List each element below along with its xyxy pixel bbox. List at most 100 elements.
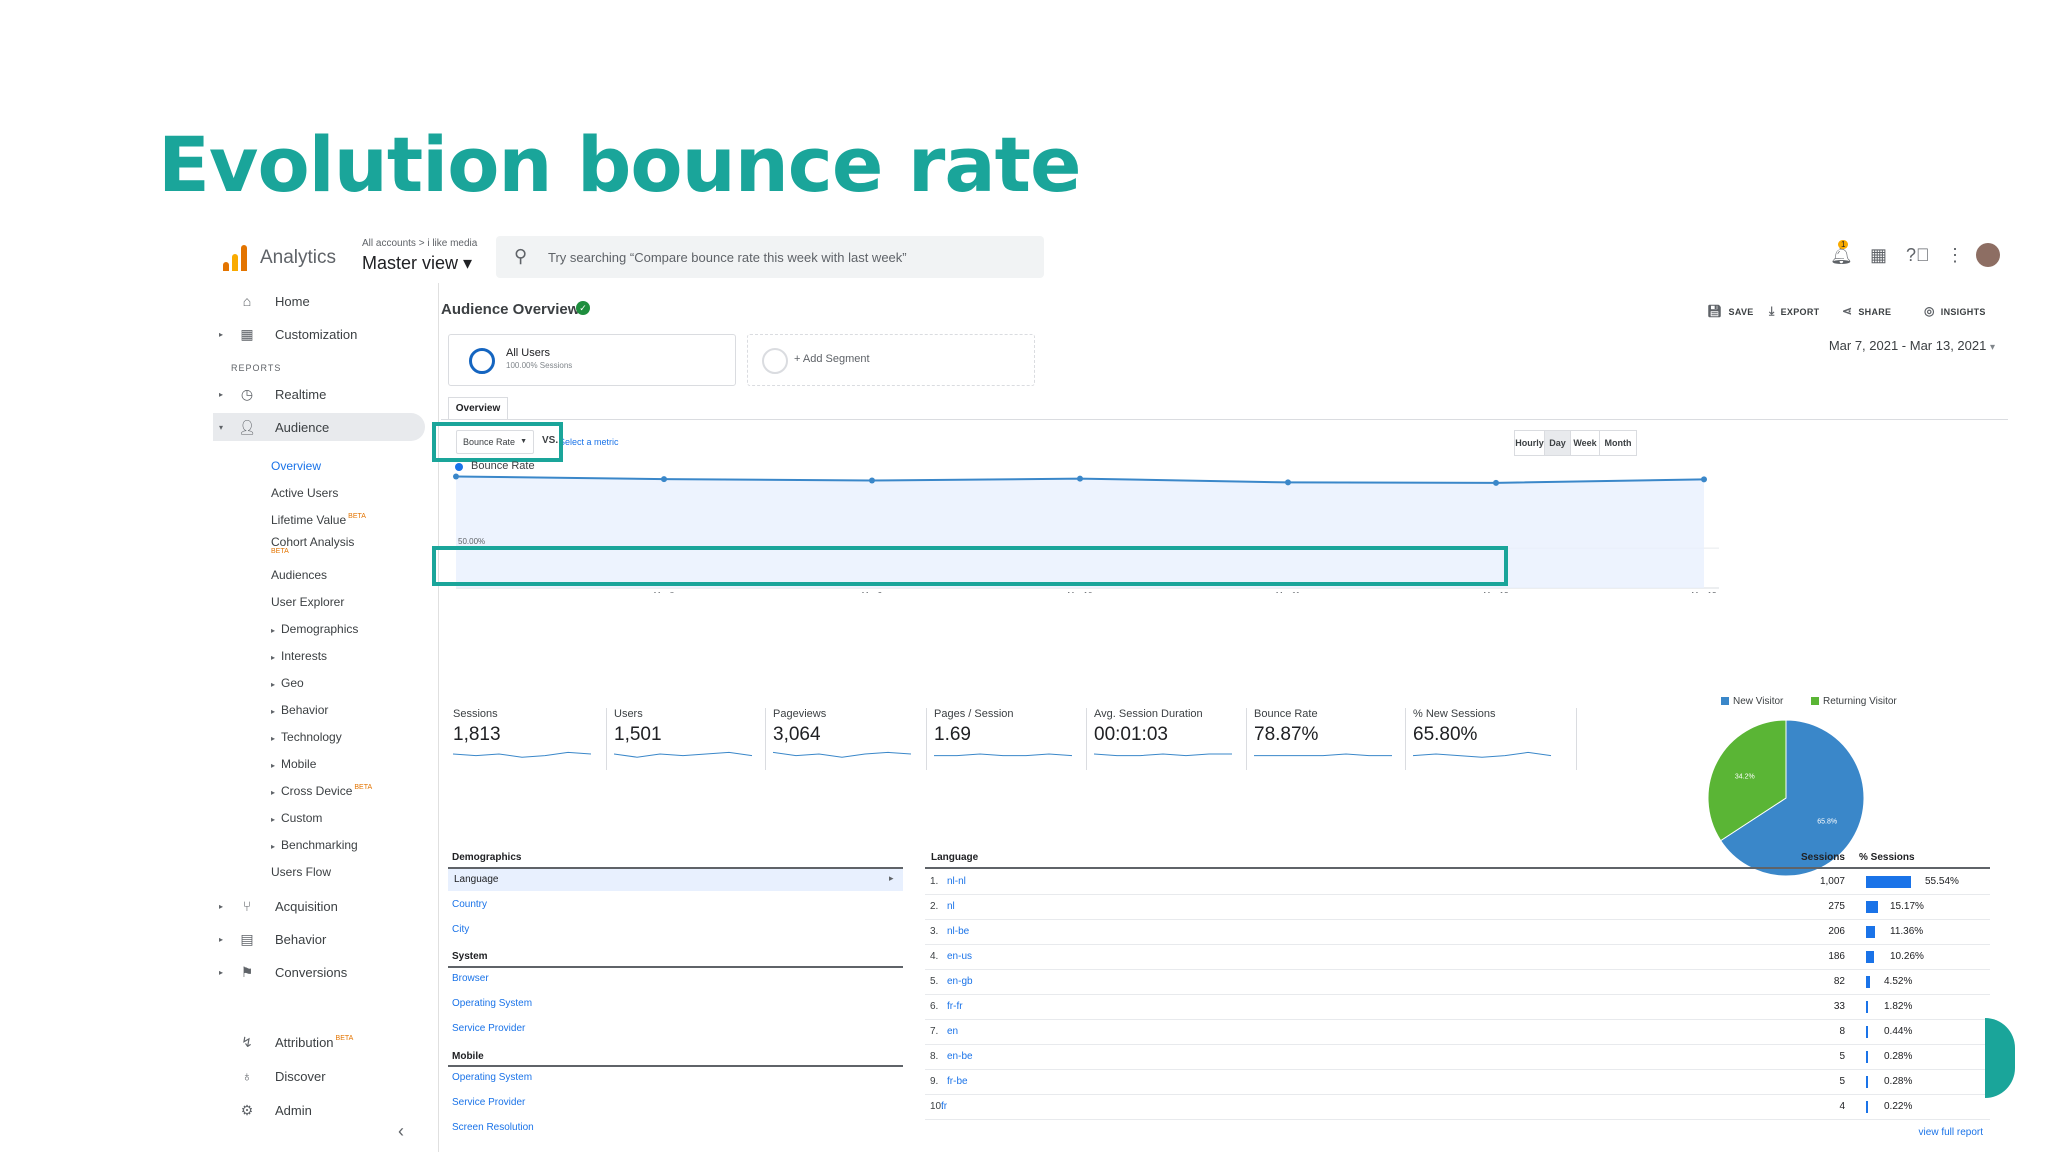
dimension-screen-resolution[interactable]: Screen Resolution <box>452 1122 534 1133</box>
pct-bar <box>1866 951 1875 963</box>
language-link[interactable]: fr-fr <box>947 1001 963 1012</box>
sidebar-item-acquisition[interactable]: ▸ ⑂ Acquisition <box>219 898 338 914</box>
sidebar-item-home[interactable]: ⌂ Home <box>213 287 425 315</box>
more-vert-icon[interactable]: ⋮ <box>1946 245 1964 265</box>
view-full-report-link[interactable]: view full report <box>1918 1127 1983 1138</box>
language-link[interactable]: en-us <box>947 951 973 962</box>
x-tick-label: Mar 9 <box>862 591 883 593</box>
account-breadcrumb[interactable]: All accounts > i like media <box>362 238 478 249</box>
help-icon[interactable]: ?⃝ <box>1906 245 1930 265</box>
view-selector[interactable]: Master view ▾ <box>362 253 473 273</box>
language-link[interactable]: nl-nl <box>947 876 966 887</box>
dimension-language-selected[interactable] <box>448 869 903 891</box>
share-button[interactable]: ⋖ SHARE <box>1842 304 1892 318</box>
pct-bar <box>1866 1101 1868 1113</box>
data-point <box>1285 479 1291 486</box>
table-row: 3. nl-be 206 11.36% <box>925 920 1990 945</box>
table-row: 10. fr 4 0.22% <box>925 1095 1990 1120</box>
dimension-mobile-os[interactable]: Operating System <box>452 1072 533 1083</box>
sidebar-sub-overview[interactable]: Overview <box>271 459 322 473</box>
sidebar-sub-demographics[interactable]: ▸ Demographics <box>271 622 359 636</box>
download-icon: ⤓ <box>1769 304 1775 318</box>
granularity-hourly-button[interactable]: Hourly <box>1514 430 1545 456</box>
collapse-sidebar-button[interactable]: ‹ <box>398 1121 404 1141</box>
date-range-picker[interactable]: Mar 7, 2021 - Mar 13, 2021 ▾ <box>1828 338 1995 353</box>
export-button[interactable]: ⤓ EXPORT <box>1769 304 1820 318</box>
sidebar-sub-users-flow[interactable]: Users Flow <box>271 865 332 879</box>
sidebar-sub-behavior[interactable]: ▸ Behavior <box>271 703 329 717</box>
sidebar-item-conversions[interactable]: ▸ ⚑ Conversions <box>219 963 348 980</box>
granularity-day-button[interactable]: Day <box>1544 430 1571 456</box>
dimension-service-provider[interactable]: Service Provider <box>452 1023 526 1034</box>
segment-all-users[interactable]: All Users 100.00% Sessions <box>448 334 736 386</box>
sidebar-sub-benchmarking[interactable]: ▸ Benchmarking <box>271 838 358 852</box>
language-link[interactable]: en-be <box>947 1051 973 1062</box>
metric-separator <box>1405 708 1406 770</box>
select-metric-link[interactable]: Select a metric <box>559 437 619 447</box>
caret-right-icon: ▸ <box>271 680 276 689</box>
sidebar-sub-custom[interactable]: ▸ Custom <box>271 811 323 825</box>
language-link[interactable]: en <box>947 1026 959 1037</box>
save-button[interactable]: 💾︎ SAVE <box>1707 304 1754 318</box>
sidebar-sub-lifetime-value[interactable]: Lifetime Value BETA <box>271 513 366 527</box>
sidebar-item-attribution[interactable]: ↯ Attribution BETA <box>213 1028 425 1056</box>
data-point <box>1701 476 1707 483</box>
tab-overview[interactable]: Overview <box>448 397 508 419</box>
vs-label: VS. <box>542 435 559 446</box>
mobile-divider <box>448 1065 903 1067</box>
analytics-screenshot: Analytics All accounts > i like media Ma… <box>213 233 2008 1152</box>
legend-label: Bounce Rate <box>471 460 535 472</box>
data-point <box>1493 479 1499 486</box>
search-bar[interactable]: ⚲ Try searching “Compare bounce rate thi… <box>496 236 1044 278</box>
metric-separator <box>926 708 927 770</box>
lightbulb-icon: ♁ <box>241 1068 253 1084</box>
caret-right-icon: ▸ <box>271 815 276 824</box>
flag-icon: ⚑ <box>240 963 254 980</box>
sidebar-sub-active-users[interactable]: Active Users <box>271 486 339 500</box>
language-link[interactable]: fr-be <box>947 1076 968 1087</box>
system-heading: System <box>452 951 488 962</box>
x-tick-label: Mar 10 <box>1068 591 1093 593</box>
sidebar-sub-cohort-analysis[interactable]: Cohort Analysis BETA <box>271 535 355 555</box>
caret-right-icon: ▸ <box>271 788 276 797</box>
avatar[interactable] <box>1976 243 2000 267</box>
granularity-month-button[interactable]: Month <box>1599 430 1637 456</box>
language-link[interactable]: fr <box>941 1101 948 1112</box>
apps-grid-icon[interactable]: ▦ <box>1870 245 1888 265</box>
language-link[interactable]: nl <box>947 901 955 912</box>
dimension-country[interactable]: Country <box>452 899 488 910</box>
sidebar-item-realtime[interactable]: ▸ ◷ Realtime <box>219 385 327 402</box>
add-segment-button[interactable]: + Add Segment <box>747 334 1035 386</box>
sidebar-item-audience[interactable]: ▾ 👤︎ Audience <box>213 413 425 441</box>
sidebar-sub-audiences[interactable]: Audiences <box>271 568 328 582</box>
table-header-divider <box>925 867 1990 869</box>
metric-dropdown[interactable]: Bounce Rate ▼ <box>456 430 534 454</box>
dimension-mobile-provider[interactable]: Service Provider <box>452 1097 526 1108</box>
col-sessions: Sessions <box>1801 852 1845 863</box>
dimension-city[interactable]: City <box>452 924 470 935</box>
sidebar-item-customization[interactable]: ▸ ▦ Customization <box>219 325 358 342</box>
sidebar-sub-mobile[interactable]: ▸ Mobile <box>271 757 317 771</box>
metric-separator <box>1246 708 1247 770</box>
dimension-browser[interactable]: Browser <box>452 973 489 984</box>
data-point <box>453 473 459 480</box>
sidebar-sub-user-explorer[interactable]: User Explorer <box>271 595 345 609</box>
sidebar-item-admin[interactable]: ⚙ Admin <box>213 1096 425 1124</box>
insights-button[interactable]: ◎ INSIGHTS <box>1924 304 1986 318</box>
table-row: 1. nl-nl 1,007 55.54% <box>925 870 1990 895</box>
dimension-language: Language <box>454 874 499 885</box>
sidebar-sub-interests[interactable]: ▸ Interests <box>271 649 328 663</box>
sidebar-sub-geo[interactable]: ▸ Geo <box>271 676 304 690</box>
sidebar-sub-technology[interactable]: ▸ Technology <box>271 730 342 744</box>
granularity-week-button[interactable]: Week <box>1570 430 1600 456</box>
sidebar-sub-cross-device[interactable]: ▸ Cross Device BETA <box>271 784 373 798</box>
dimension-operating-system[interactable]: Operating System <box>452 998 533 1009</box>
sparkline <box>1254 753 1392 757</box>
sidebar-item-discover[interactable]: ♁ Discover <box>213 1062 425 1090</box>
app-name: Analytics <box>260 247 337 268</box>
language-link[interactable]: nl-be <box>947 926 970 937</box>
sidebar-item-behavior[interactable]: ▸ ▤ Behavior <box>219 930 327 947</box>
decorative-teal-shape <box>1985 1018 2015 1098</box>
bell-icon[interactable]: 🔔︎ 1 <box>1830 240 1853 265</box>
language-link[interactable]: en-gb <box>947 976 973 987</box>
